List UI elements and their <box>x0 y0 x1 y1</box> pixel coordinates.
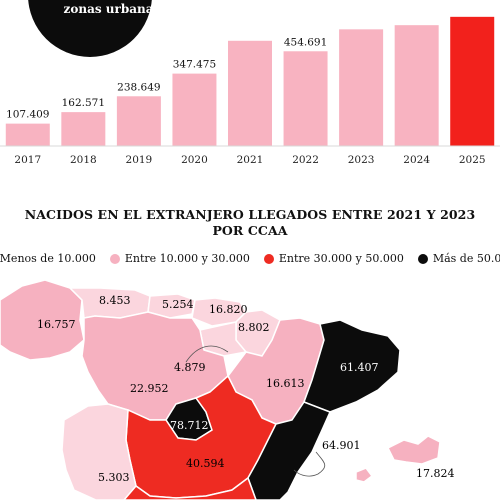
label-baleares: 17.824 <box>416 467 455 480</box>
label-cataluna: 61.407 <box>340 361 379 374</box>
bar-2018 <box>61 112 106 146</box>
label-castilla-leon: 22.952 <box>130 382 169 395</box>
x-tick-label-2019: 2019 <box>126 154 153 166</box>
note-bubble <box>28 0 152 57</box>
legend-item-mid: Entre 10.000 y 30.000 <box>109 252 250 265</box>
map-legend: Menos de 10.000 Entre 10.000 y 30.000 En… <box>0 252 500 265</box>
label-pais-vasco: 16.820 <box>209 303 248 316</box>
bar-2017 <box>5 123 50 146</box>
x-tick-label-2017: 2017 <box>14 154 41 166</box>
legend-swatch-high <box>263 253 274 264</box>
label-madrid: 78.712 <box>170 419 209 432</box>
map-title-line-1: NACIDOS EN EL EXTRANJERO LLEGADOS ENTRE … <box>24 207 476 222</box>
bar-value-label-2022: 454.691 <box>284 36 327 48</box>
legend-swatch-top <box>417 253 428 264</box>
label-extremadura: 5.303 <box>98 471 130 484</box>
label-cantabria: 5.254 <box>162 298 194 311</box>
legend-label-high: Entre 30.000 y 50.000 <box>278 252 404 265</box>
region-baleares <box>386 435 441 465</box>
x-tick-label-2018: 2018 <box>70 154 97 166</box>
bar-2023 <box>339 29 384 146</box>
bar-2022 <box>283 51 328 147</box>
bar-2025 <box>450 16 495 147</box>
bar-value-label-2017: 107.409 <box>6 109 49 121</box>
legend-swatch-mid <box>109 253 120 264</box>
la-rioja-leader <box>185 345 229 363</box>
x-tick-label-2025: 2025 <box>459 154 486 166</box>
label-castilla-mancha: 40.594 <box>186 457 225 470</box>
x-tick-label-2023: 2023 <box>348 154 375 166</box>
note-bubble-text: zonas urbanas. <box>64 2 165 16</box>
bar-value-label-2020: 347.475 <box>173 59 216 71</box>
label-navarra: 8.802 <box>238 321 270 334</box>
legend-label-mid: Entre 10.000 y 30.000 <box>124 252 250 265</box>
legend-label-top: Más de 50.000 <box>432 252 500 265</box>
x-tick-label-2024: 2024 <box>403 154 430 166</box>
legend-item-low: Menos de 10.000 <box>0 252 96 265</box>
spain-map: 16.757 8.453 5.254 16.820 8.802 4.879 22… <box>0 279 455 500</box>
x-tick-label-2020: 2020 <box>181 154 208 166</box>
region-cataluna <box>303 319 401 413</box>
bar-2020 <box>172 73 217 146</box>
region-valencia <box>247 401 332 500</box>
label-aragon: 16.613 <box>266 377 305 390</box>
bar-2021 <box>228 40 272 146</box>
bar-value-label-2018: 162.571 <box>62 97 105 109</box>
bar-value-label-2019: 238.649 <box>117 81 160 93</box>
bar-chart: zonas urbanas. 107.409 2017 162.571 2018 238… <box>0 0 500 166</box>
map-title-line-2: POR CCAA <box>212 223 288 238</box>
valencia-leader <box>293 451 326 477</box>
legend-item-high: Entre 30.000 y 50.000 <box>263 252 404 265</box>
label-galicia: 16.757 <box>37 318 76 331</box>
x-tick-label-2021: 2021 <box>237 154 264 166</box>
bar-2024 <box>394 25 439 147</box>
label-valencia: 64.901 <box>322 439 361 452</box>
region-andalucia <box>123 476 257 500</box>
legend-item-top: Más de 50.000 <box>417 252 500 265</box>
region-baleares-ibiza <box>355 467 374 483</box>
label-asturias: 8.453 <box>99 294 131 307</box>
x-tick-label-2022: 2022 <box>292 154 319 166</box>
region-extremadura <box>61 403 137 500</box>
label-la-rioja: 4.879 <box>174 361 206 374</box>
legend-label-low: Menos de 10.000 <box>0 252 96 265</box>
bar-2019 <box>116 96 161 146</box>
map-title: NACIDOS EN EL EXTRANJERO LLEGADOS ENTRE … <box>0 207 500 239</box>
